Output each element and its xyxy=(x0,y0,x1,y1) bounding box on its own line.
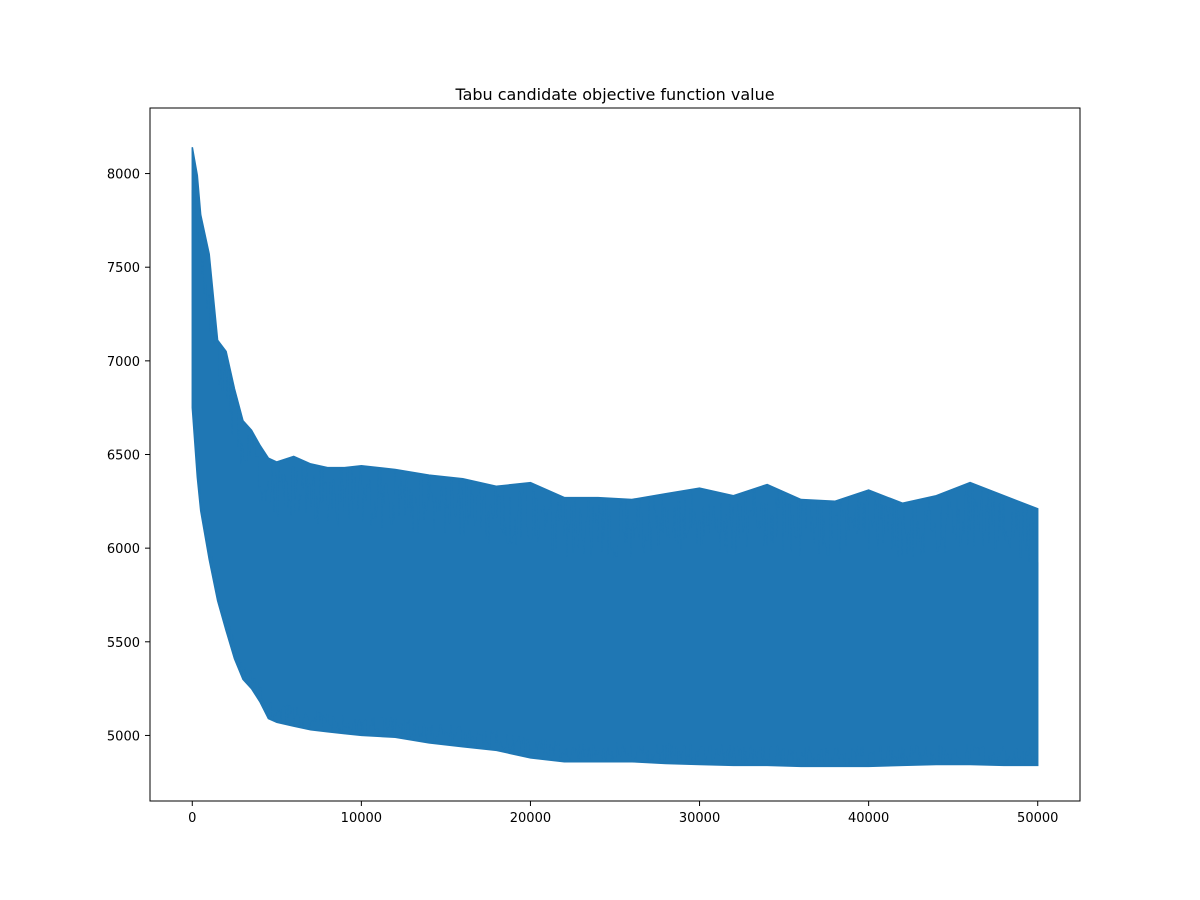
chart-title: Tabu candidate objective function value xyxy=(454,85,774,104)
y-tick-label: 6500 xyxy=(107,449,140,464)
x-tick-label: 30000 xyxy=(679,811,720,826)
plot-area xyxy=(191,147,1039,768)
y-tick-label: 8000 xyxy=(107,168,140,183)
y-tick-label: 6000 xyxy=(107,542,140,557)
y-tick-label: 7500 xyxy=(107,261,140,276)
series-line xyxy=(191,182,1039,766)
x-tick-label: 10000 xyxy=(341,811,382,826)
axes: 0 10000 20000 30000 40000 50000 5000 5500 6000 65… xyxy=(107,107,1081,826)
x-tick-label: 20000 xyxy=(510,811,551,826)
y-tick-label: 5500 xyxy=(107,636,140,651)
x-tick-label: 40000 xyxy=(848,811,889,826)
y-tick-label: 5000 xyxy=(107,729,140,744)
x-tick-label: 50000 xyxy=(1017,811,1058,826)
y-tick-label: 7000 xyxy=(107,355,140,370)
x-tick-label: 0 xyxy=(188,811,196,826)
